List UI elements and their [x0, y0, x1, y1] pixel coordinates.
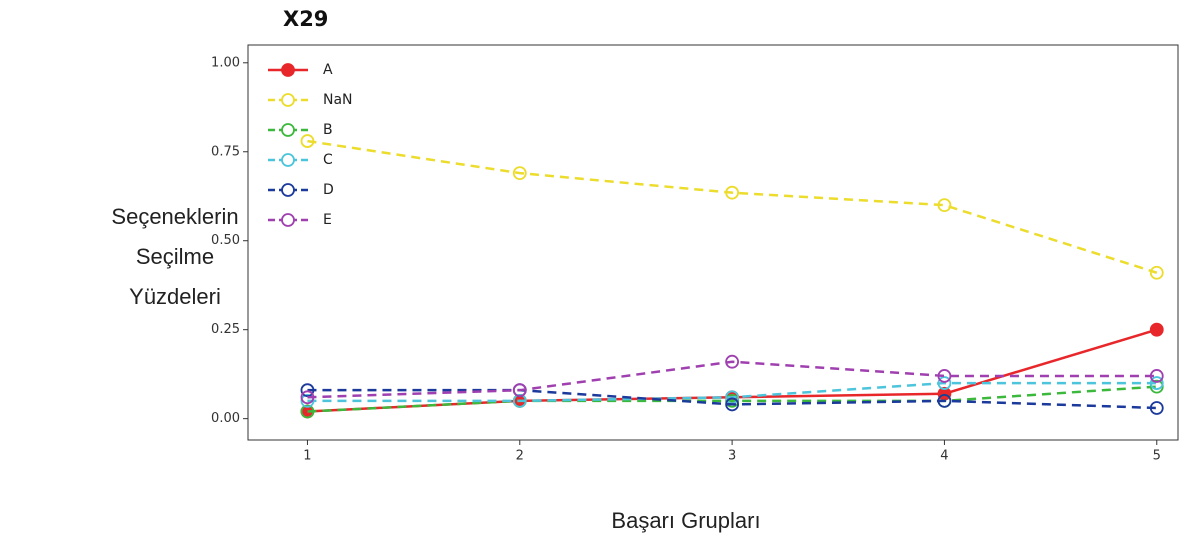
legend-marker: [281, 153, 295, 167]
series-marker: [512, 383, 527, 398]
plot-frame: [247, 44, 1179, 441]
chart-title: X29: [283, 7, 328, 31]
y-tick-label: 1.00: [211, 55, 240, 70]
y-tick-label: 0.25: [211, 322, 240, 337]
legend-label: E: [323, 212, 332, 228]
series-marker: [1149, 401, 1164, 415]
legend-marker: [281, 93, 295, 107]
series-marker: [937, 369, 952, 383]
y-tick-label: 0.75: [211, 144, 240, 159]
series-line: [307, 381, 1157, 403]
y-axis-label: Yüzdeleri: [129, 284, 221, 309]
y-axis-label: Seçeneklerin: [111, 204, 238, 229]
series-marker: [1149, 322, 1164, 337]
legend-marker: [281, 183, 295, 197]
series-marker: [1149, 265, 1164, 280]
x-tick-label: 2: [516, 449, 524, 464]
series-marker: [1149, 376, 1164, 390]
series-line: [307, 360, 1157, 399]
series-marker: [1149, 379, 1164, 394]
x-tick-label: 3: [728, 449, 736, 464]
series-marker: [725, 185, 740, 200]
x-tick-label: 1: [303, 449, 311, 464]
series-marker: [300, 393, 315, 408]
x-axis-label: Başarı Grupları: [611, 508, 760, 533]
series-marker: [937, 393, 952, 408]
legend-label: NaN: [323, 92, 353, 108]
x-tick-label: 5: [1153, 449, 1161, 464]
series-marker: [512, 393, 527, 408]
y-axis-label: Seçilme: [136, 244, 214, 269]
series-marker: [300, 390, 315, 405]
series-marker: [1149, 369, 1164, 383]
series-marker: [725, 354, 740, 369]
series-marker: [512, 166, 527, 181]
series-marker: [937, 198, 952, 213]
x-tick-label: 4: [940, 449, 948, 464]
y-tick-label: 0.50: [211, 233, 240, 248]
series-line: [307, 388, 1157, 410]
legend-label: A: [323, 62, 333, 78]
y-tick-label: 0.00: [211, 411, 240, 426]
legend-label: B: [323, 122, 333, 138]
legend-marker: [281, 213, 295, 227]
series-line: [307, 385, 1157, 413]
series-marker: [725, 397, 740, 412]
legend-marker: [281, 123, 295, 137]
legend-label: C: [323, 152, 333, 168]
legend-marker: [281, 63, 295, 77]
series-marker: [300, 404, 315, 419]
series-line: [307, 139, 1158, 274]
series-marker: [725, 393, 740, 408]
series-marker: [300, 134, 315, 148]
series-marker: [937, 376, 952, 390]
legend-label: D: [323, 182, 334, 198]
